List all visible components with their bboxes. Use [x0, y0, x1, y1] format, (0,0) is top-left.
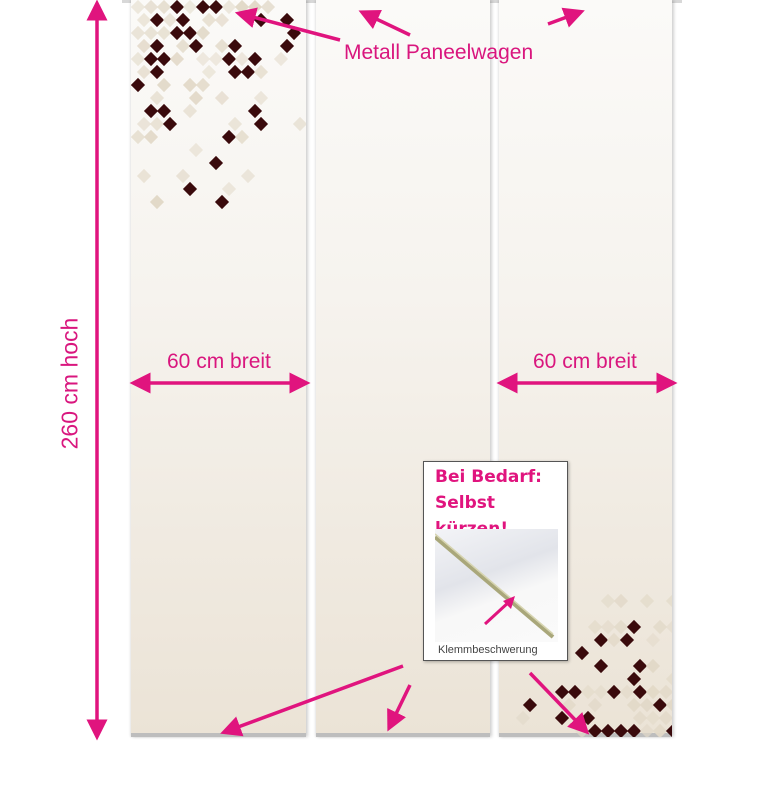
weight-bar-photo [435, 529, 558, 642]
width-label-right: 60 cm breit [533, 350, 637, 373]
weight-arrow-2 [387, 684, 412, 732]
hint-caption: Klemmbeschwerung [438, 644, 538, 656]
carriage-arrow-3 [547, 7, 585, 28]
carriage-arrow-1 [234, 7, 341, 42]
carriage-arrow-2 [358, 10, 411, 37]
width-label-left: 60 cm breit [167, 350, 271, 373]
panel-left [131, 0, 306, 737]
hint-title-1: Bei Bedarf: [435, 467, 542, 487]
weight-arrow-3 [528, 671, 590, 735]
weight-arrow-1 [220, 664, 404, 737]
carriage-label: Metall Paneelwagen [344, 41, 534, 64]
height-label: 260 cm hoch [56, 317, 83, 450]
shorten-hint-box: Bei Bedarf: Selbst kürzen! Klemmbeschwer… [423, 461, 568, 661]
